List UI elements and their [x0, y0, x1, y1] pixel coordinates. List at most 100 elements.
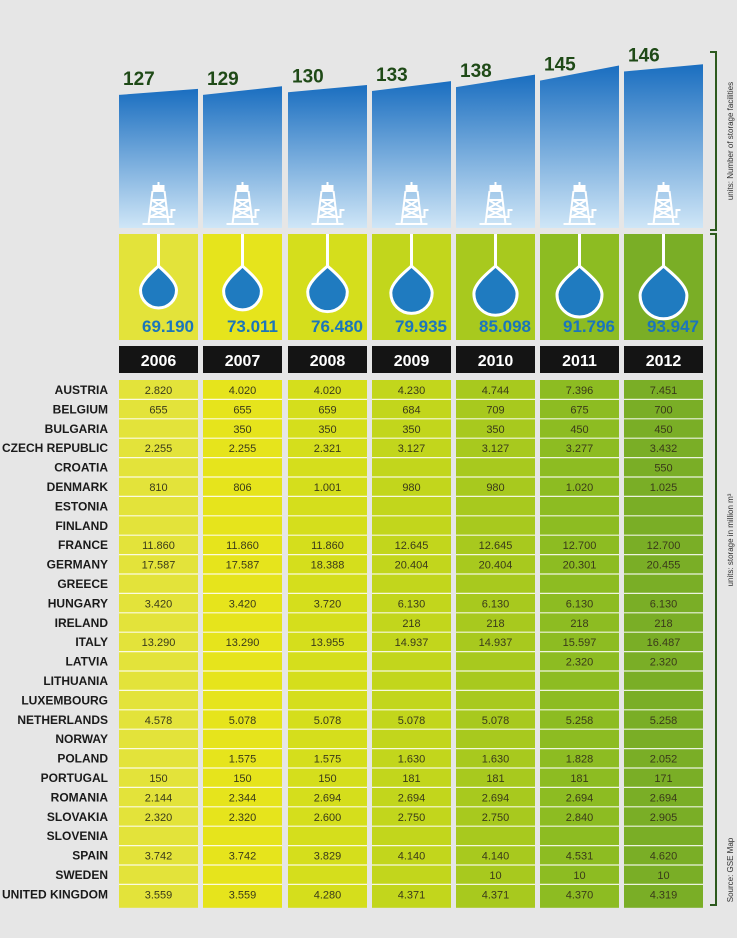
table-cell: 3.420: [145, 598, 173, 610]
table-cell: 4.280: [314, 889, 342, 901]
country-label: AUSTRIA: [55, 383, 109, 397]
table-cell: 218: [654, 618, 672, 630]
table-cell: 4.020: [229, 385, 257, 397]
table-cell: 675: [570, 404, 588, 416]
facility-count-label: 130: [292, 66, 324, 87]
table-cell: 7.396: [566, 385, 594, 397]
table-cell: 4.370: [566, 889, 594, 901]
country-label: HUNGARY: [48, 596, 108, 610]
table-cell: 4.020: [314, 385, 342, 397]
table-column: [288, 380, 367, 908]
table-cell: 150: [318, 773, 336, 785]
table-cell: 6.130: [650, 598, 678, 610]
table-cell: 5.078: [482, 715, 510, 727]
table-cell: 12.645: [479, 540, 513, 552]
country-label: SPAIN: [72, 849, 108, 863]
country-label: SLOVENIA: [47, 829, 109, 843]
facility-count-label: 129: [207, 69, 239, 90]
table-cell: 11.860: [142, 540, 175, 552]
table-cell: 12.700: [563, 540, 597, 552]
storage-count-panel: [288, 85, 367, 228]
table-column: [624, 380, 703, 908]
table-cell: 2.905: [650, 812, 678, 824]
table-cell: 2.694: [398, 792, 426, 804]
table-cell: 1.828: [566, 754, 594, 766]
table-cell: 4.620: [650, 851, 678, 863]
year-label: 2012: [646, 353, 682, 370]
table-cell: 218: [402, 618, 420, 630]
water-drop-icon: [306, 234, 349, 314]
total-storage-label: 76.480: [311, 317, 363, 336]
country-label: GREECE: [57, 577, 108, 591]
table-cell: 1.575: [314, 754, 342, 766]
table-cell: 12.645: [395, 540, 429, 552]
total-storage-label: 79.935: [395, 317, 447, 336]
table-cell: 3.432: [650, 443, 678, 455]
table-cell: 450: [654, 424, 672, 436]
table-cell: 2.255: [229, 443, 257, 455]
table-cell: 350: [402, 424, 420, 436]
year-box: [456, 346, 535, 373]
table-cell: 2.600: [314, 812, 342, 824]
table-cell: 3.420: [229, 598, 257, 610]
table-cell: 10: [489, 870, 501, 882]
table-cell: 2.320: [145, 812, 173, 824]
country-label: LATVIA: [66, 655, 109, 669]
country-label: CZECH REPUBLIC: [2, 441, 108, 455]
table-cell: 350: [486, 424, 504, 436]
table-cell: 14.937: [395, 637, 429, 649]
table-cell: 6.130: [398, 598, 426, 610]
table-cell: 17.587: [226, 560, 260, 572]
table-cell: 13.290: [142, 637, 176, 649]
storage-axis-label: units: storage in million m³: [726, 493, 735, 586]
table-cell: 150: [233, 773, 251, 785]
year-box: [540, 346, 619, 373]
table-cell: 2.320: [650, 657, 678, 669]
total-storage-label: 91.796: [563, 317, 615, 336]
country-label: LITHUANIA: [43, 674, 108, 688]
country-label: BULGARIA: [45, 422, 109, 436]
table-cell: 1.025: [650, 482, 678, 494]
table-column: [372, 380, 451, 908]
country-label: ESTONIA: [55, 499, 108, 513]
water-drop-icon: [555, 234, 604, 319]
table-cell: 1.575: [229, 754, 257, 766]
table-cell: 2.750: [482, 812, 510, 824]
facilities-axis-label: units: Number of storage facilities: [726, 82, 735, 200]
table-cell: 2.320: [566, 657, 594, 669]
table-cell: 684: [402, 404, 420, 416]
year-box: [119, 346, 198, 373]
water-drop-icon: [389, 234, 434, 315]
year-box: [624, 346, 703, 373]
table-cell: 4.371: [398, 889, 426, 901]
table-cell: 171: [654, 773, 672, 785]
table-cell: 4.319: [650, 889, 678, 901]
year-box: [203, 346, 282, 373]
total-storage-label: 93.947: [647, 317, 699, 336]
storage-count-panel: [372, 81, 451, 228]
table-cell: 3.742: [229, 851, 257, 863]
table-cell: 709: [486, 404, 504, 416]
country-label: IRELAND: [55, 616, 109, 630]
table-cell: 700: [654, 404, 672, 416]
table-cell: 3.559: [145, 889, 173, 901]
table-cell: 11.860: [226, 540, 259, 552]
country-label: ITALY: [75, 635, 108, 649]
year-box: [288, 346, 367, 373]
storage-count-panel: [540, 65, 619, 228]
table-cell: 655: [149, 404, 167, 416]
table-cell: 550: [654, 463, 672, 475]
table-cell: 3.720: [314, 598, 342, 610]
table-cell: 150: [149, 773, 167, 785]
year-box: [372, 346, 451, 373]
year-label: 2011: [562, 353, 597, 370]
table-column: [540, 380, 619, 908]
facility-count-label: 146: [628, 46, 660, 67]
storage-count-panel: [203, 86, 282, 228]
table-cell: 4.230: [398, 385, 426, 397]
storage-count-panel: [456, 74, 535, 228]
storage-count-panel: [624, 64, 703, 228]
table-cell: 3.127: [482, 443, 510, 455]
table-cell: 2.694: [650, 792, 678, 804]
